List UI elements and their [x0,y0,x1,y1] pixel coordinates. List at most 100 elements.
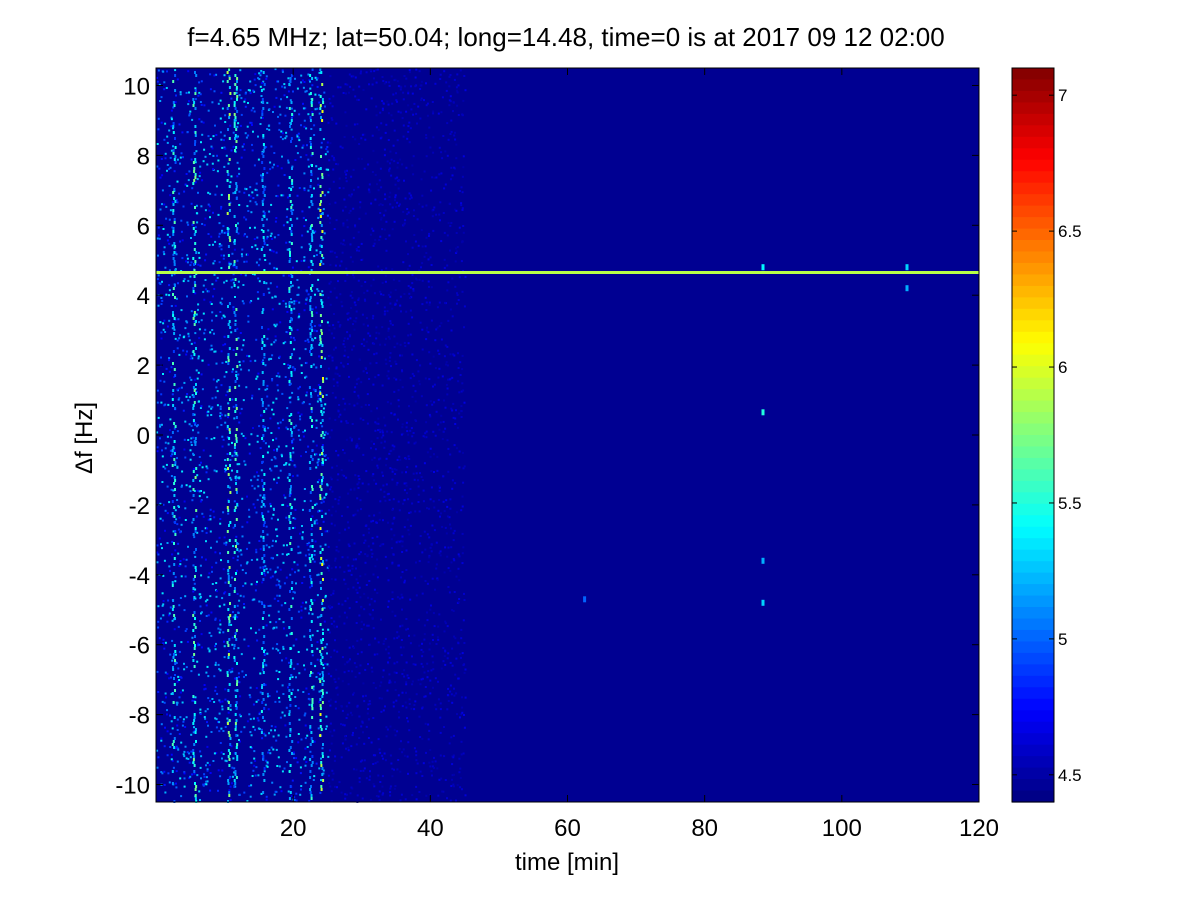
heatmap-cell [264,388,267,391]
heatmap-stripe-cell [289,698,292,701]
heatmap-cell [401,596,404,599]
heatmap-cell [207,290,210,293]
heatmap-cell [249,731,252,734]
heatmap-stripe-cell [171,608,174,611]
heatmap-stripe-cell [311,698,314,701]
heatmap-cell [254,73,257,76]
heatmap-cell [428,729,431,732]
heatmap-cell [300,785,303,787]
heatmap-cell [434,760,437,763]
heatmap-cell [374,173,377,176]
heatmap-cell [334,396,337,399]
heatmap-stripe-cell [290,188,293,191]
heatmap-cell [236,454,239,457]
heatmap-cell [393,662,396,665]
heatmap-cell [329,722,332,725]
heatmap-cell [419,683,422,686]
heatmap-cell [327,605,330,608]
heatmap-cell [444,406,447,409]
heatmap-cell [453,208,456,211]
heatmap-cell [219,415,222,418]
heatmap-cell [346,713,349,716]
heatmap-stripe-cell [234,539,237,542]
heatmap-cell [462,619,465,622]
heatmap-cell [430,550,433,553]
heatmap-cell [223,645,226,648]
heatmap-cell [388,195,391,198]
heatmap-cell [453,687,455,690]
heatmap-cell [226,717,229,720]
heatmap-cell [299,438,302,441]
heatmap-cell [459,777,462,779]
heatmap-cell [385,464,387,467]
heatmap-cell [219,99,222,102]
heatmap-cell [294,696,297,698]
heatmap-stripe-cell [263,410,266,413]
heatmap-cell [316,630,319,632]
heatmap-stripe-cell [227,689,230,692]
heatmap-cell [356,249,358,252]
heatmap-cell [253,764,256,767]
heatmap-stripe-cell [195,320,197,323]
heatmap-cell [257,727,260,730]
heatmap-cell [223,231,226,234]
heatmap-stripe-cell [233,779,236,782]
heatmap-cell [190,354,193,357]
heatmap-cell [159,208,162,211]
heatmap-stripe-cell [227,701,230,704]
heatmap-cell [418,510,421,513]
heatmap-cell [335,450,338,452]
heatmap-cell [387,293,390,296]
heatmap-cell [206,745,209,748]
heatmap-cell [394,205,397,208]
heatmap-cell [381,76,384,78]
heatmap-cell [379,500,382,503]
heatmap-cell [276,448,279,451]
heatmap-cell [194,181,197,184]
heatmap-cell [303,172,306,175]
heatmap-cell [319,791,322,794]
heatmap-cell [163,138,166,141]
heatmap-cell [329,75,332,78]
heatmap-cell [237,672,240,675]
heatmap-cell [324,357,326,360]
heatmap-stripe-cell [262,539,265,542]
heatmap-stripe-cell [192,518,195,521]
heatmap-cell [386,430,389,433]
heatmap-cell [430,470,433,472]
heatmap-stripe-cell [234,323,237,326]
heatmap-cell [352,236,355,239]
heatmap-cell [195,369,198,372]
heatmap-stripe-cell [262,758,265,761]
heatmap-cell [290,327,293,330]
heatmap-cell [462,752,465,755]
heatmap-stripe-cell [234,398,237,401]
heatmap-cell [401,571,404,573]
heatmap-cell [428,554,431,557]
heatmap-cell [429,546,432,549]
heatmap-cell [453,166,456,169]
heatmap-cell [415,750,418,753]
heatmap-cell [258,711,261,714]
heatmap-cell [257,474,260,477]
heatmap-cell [264,259,267,261]
heatmap-stripe-cell [193,770,196,773]
heatmap-cell [240,730,243,733]
heatmap-cell [377,374,380,377]
heatmap-stripe-cell [262,293,265,296]
heatmap-cell [334,201,337,204]
heatmap-cell [183,662,185,665]
heatmap-cell [199,165,202,168]
heatmap-stripe-cell [226,80,229,83]
heatmap-cell [428,351,431,354]
heatmap-cell [305,298,308,301]
heatmap-stripe-cell [233,446,236,449]
heatmap-cell [207,647,210,650]
heatmap-cell [462,166,465,169]
heatmap-cell [344,169,347,172]
heatmap-stripe-cell [234,773,237,776]
heatmap-cell [316,574,319,577]
heatmap-cell [377,128,380,131]
heatmap-cell [311,346,314,349]
heatmap-cell [411,282,414,285]
